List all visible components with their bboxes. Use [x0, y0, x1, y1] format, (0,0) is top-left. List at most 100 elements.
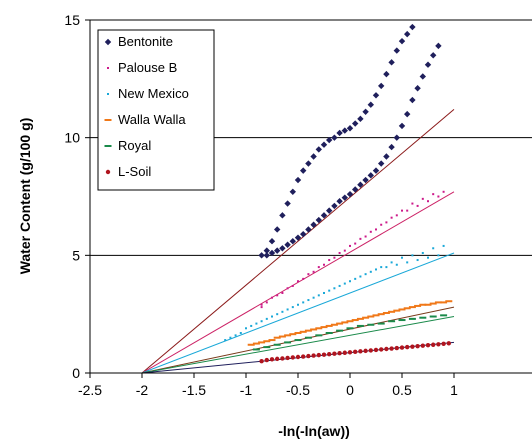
point-0-2	[268, 238, 276, 245]
point-5-26	[394, 345, 399, 351]
point-0-45	[341, 194, 348, 201]
point-3-32	[414, 304, 422, 307]
point-2-36	[375, 268, 377, 271]
point-0-7	[294, 176, 302, 184]
point-4-17	[429, 315, 437, 318]
point-3-9	[294, 331, 302, 334]
point-2-24	[250, 324, 253, 327]
point-0-35	[289, 238, 296, 245]
point-5-22	[373, 347, 379, 353]
point-0-39	[310, 221, 317, 228]
point-2-38	[395, 263, 398, 266]
point-0-17	[346, 125, 354, 132]
point-3-7	[284, 334, 292, 337]
y-tick-label-3: 15	[64, 12, 80, 28]
point-5-19	[358, 349, 363, 354]
point-1-20	[271, 296, 273, 299]
point-4-18	[440, 314, 448, 317]
point-3-22	[362, 316, 370, 319]
point-3-1	[252, 342, 260, 345]
point-3-6	[278, 335, 286, 338]
point-4-10	[356, 324, 364, 327]
y-tick-label-1: 5	[72, 247, 80, 263]
point-3-36	[434, 301, 442, 304]
point-1-7	[328, 259, 331, 262]
point-5-21	[368, 348, 373, 353]
point-0-46	[346, 190, 354, 198]
axes	[89, 20, 532, 374]
point-0-33	[279, 245, 286, 252]
fit-line-0	[141, 109, 455, 373]
point-2-13	[359, 275, 362, 278]
point-0-23	[378, 82, 385, 90]
point-2-21	[442, 244, 445, 247]
point-0-58	[409, 96, 416, 104]
point-5-9	[306, 353, 311, 359]
point-1-18	[442, 190, 445, 193]
point-2-27	[281, 310, 284, 313]
x-tick-label-2: -1.5	[182, 382, 206, 398]
point-3-37	[440, 301, 448, 304]
point-0-29	[409, 23, 416, 31]
point-4-16	[419, 316, 427, 319]
point-3-33	[419, 303, 427, 306]
point-0-22	[372, 92, 380, 99]
point-4-11	[367, 323, 375, 326]
point-5-2	[269, 357, 275, 362]
point-0-63	[435, 42, 442, 50]
point-0-25	[388, 59, 395, 66]
point-5-29	[410, 344, 415, 349]
point-0-26	[393, 47, 400, 54]
point-0-37	[300, 230, 307, 238]
point-2-29	[302, 301, 305, 304]
point-5-14	[332, 351, 337, 356]
y-axis-title: Water Content (g/100 g)	[17, 118, 33, 275]
legend-label-3: Walla Walla	[118, 112, 186, 127]
point-3-13	[315, 327, 323, 330]
legend-marker-5	[105, 169, 111, 175]
point-0-32	[274, 247, 281, 254]
point-2-40	[416, 259, 419, 262]
point-3-15	[325, 324, 333, 327]
point-3-11	[304, 329, 312, 332]
point-5-10	[311, 353, 316, 358]
point-2-20	[432, 247, 435, 250]
point-3-24	[372, 314, 380, 317]
point-2-34	[354, 277, 357, 280]
point-5-28	[405, 344, 410, 350]
point-0-11	[315, 146, 322, 153]
point-2-12	[349, 280, 351, 283]
point-3-14	[320, 326, 328, 329]
point-1-32	[395, 214, 398, 217]
point-3-28	[393, 309, 401, 312]
point-2-30	[312, 296, 315, 299]
point-0-59	[414, 85, 421, 92]
legend-marker-2	[107, 93, 109, 95]
point-0-27	[398, 37, 406, 45]
point-1-24	[312, 270, 315, 273]
point-1-4	[297, 280, 299, 283]
point-3-4	[268, 339, 276, 342]
point-3-38	[445, 300, 453, 303]
point-1-33	[406, 209, 409, 212]
legend-label-4: Royal	[118, 138, 151, 153]
point-0-28	[404, 30, 411, 38]
point-3-8	[289, 333, 297, 336]
point-1-28	[354, 242, 357, 245]
point-5-5	[285, 355, 290, 361]
point-3-0	[247, 343, 255, 346]
x-tick-label-5: 0	[346, 382, 354, 398]
point-3-10	[299, 330, 307, 333]
point-2-22	[229, 336, 232, 339]
point-2-6	[286, 308, 289, 311]
y-tick-label-2: 10	[64, 130, 80, 146]
point-2-1	[234, 334, 237, 337]
point-5-25	[389, 346, 394, 351]
x-tick-label-6: 0.5	[392, 382, 412, 398]
point-4-2	[273, 343, 281, 346]
point-5-7	[295, 354, 301, 360]
point-2-25	[260, 320, 263, 323]
point-3-26	[382, 311, 390, 314]
legend-marker-0	[104, 38, 112, 46]
point-1-22	[291, 284, 294, 287]
